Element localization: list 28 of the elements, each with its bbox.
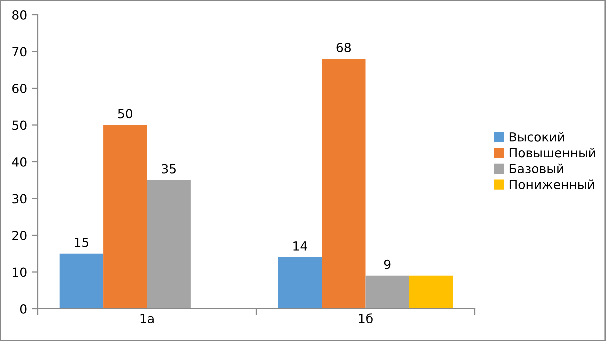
x-tick-label: 1б bbox=[359, 314, 373, 324]
data-label: 50 bbox=[118, 109, 133, 119]
bar bbox=[147, 180, 191, 309]
data-label: 9 bbox=[384, 260, 391, 270]
legend-label: Базовый bbox=[510, 164, 564, 174]
y-tick-label: 20 bbox=[12, 230, 27, 240]
legend-label: Повышенный bbox=[510, 148, 596, 158]
data-label: 15 bbox=[75, 238, 89, 248]
bar bbox=[278, 258, 322, 309]
y-tick-label: 70 bbox=[12, 47, 27, 57]
bar bbox=[366, 276, 410, 309]
y-tick-label: 0 bbox=[20, 304, 27, 314]
data-label: 14 bbox=[294, 242, 308, 251]
y-tick-label: 40 bbox=[12, 157, 27, 167]
y-tick-label: 80 bbox=[12, 10, 27, 20]
x-tick-label: 1а bbox=[140, 314, 154, 324]
legend-label: Пониженный bbox=[510, 180, 594, 190]
y-tick-label: 30 bbox=[12, 194, 27, 204]
bar bbox=[60, 254, 104, 309]
bar bbox=[104, 125, 148, 309]
bar bbox=[409, 276, 454, 309]
data-label: 68 bbox=[336, 43, 351, 53]
y-tick-label: 10 bbox=[13, 268, 27, 278]
legend-label: Высокий bbox=[510, 132, 564, 142]
y-tick-label: 60 bbox=[12, 84, 27, 94]
bar bbox=[322, 59, 366, 309]
y-tick-label: 50 bbox=[12, 120, 27, 130]
data-label: 35 bbox=[162, 164, 176, 174]
